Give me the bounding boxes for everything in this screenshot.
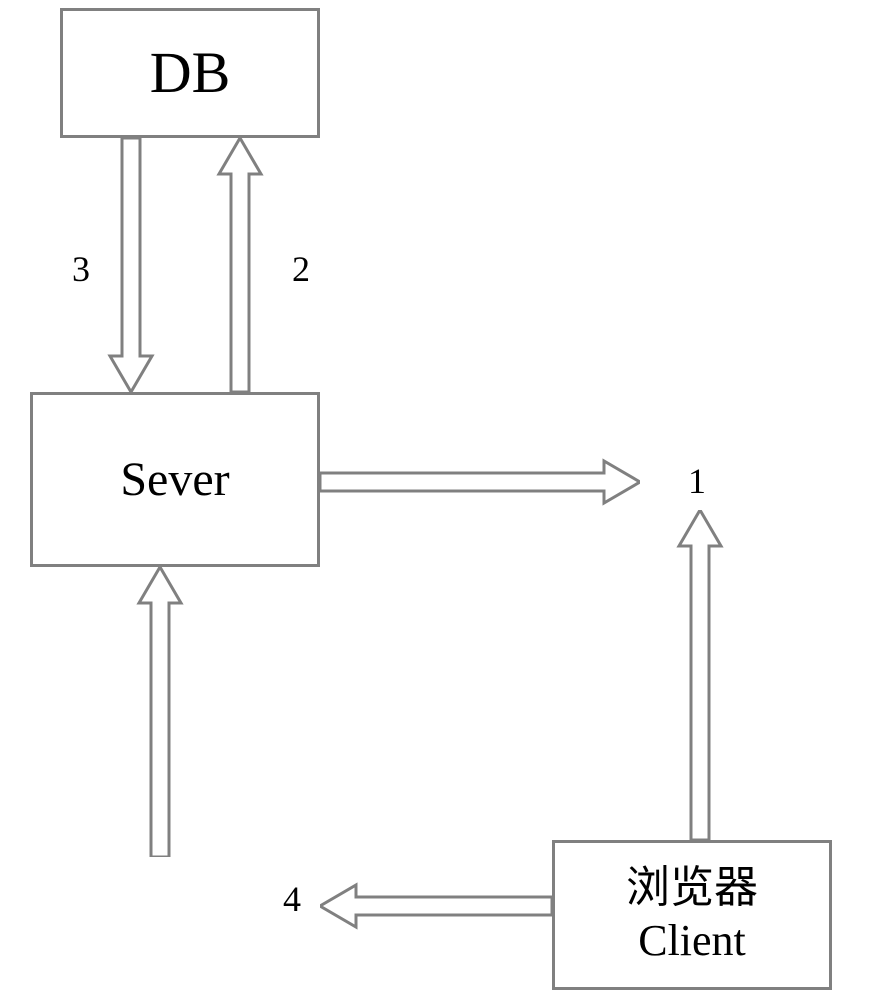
arrow-up-to-server (130, 567, 190, 857)
arrow-client-up (670, 510, 730, 840)
db-box: DB (60, 8, 320, 138)
server-label: Sever (120, 451, 229, 509)
client-label-line2: Client (626, 915, 758, 968)
db-label: DB (150, 38, 231, 108)
label-2: 2 (292, 248, 310, 290)
label-4: 4 (283, 878, 301, 920)
arrow-client-left (320, 876, 552, 936)
client-label: 浏览器 Client (626, 862, 758, 968)
label-3: 3 (72, 248, 90, 290)
label-1: 1 (688, 460, 706, 502)
server-box: Sever (30, 392, 320, 567)
arrow-db-to-server (101, 138, 161, 392)
client-label-line1: 浏览器 (626, 862, 758, 915)
arrow-server-right (320, 452, 640, 512)
client-box: 浏览器 Client (552, 840, 832, 990)
arrow-server-to-db (210, 138, 270, 392)
